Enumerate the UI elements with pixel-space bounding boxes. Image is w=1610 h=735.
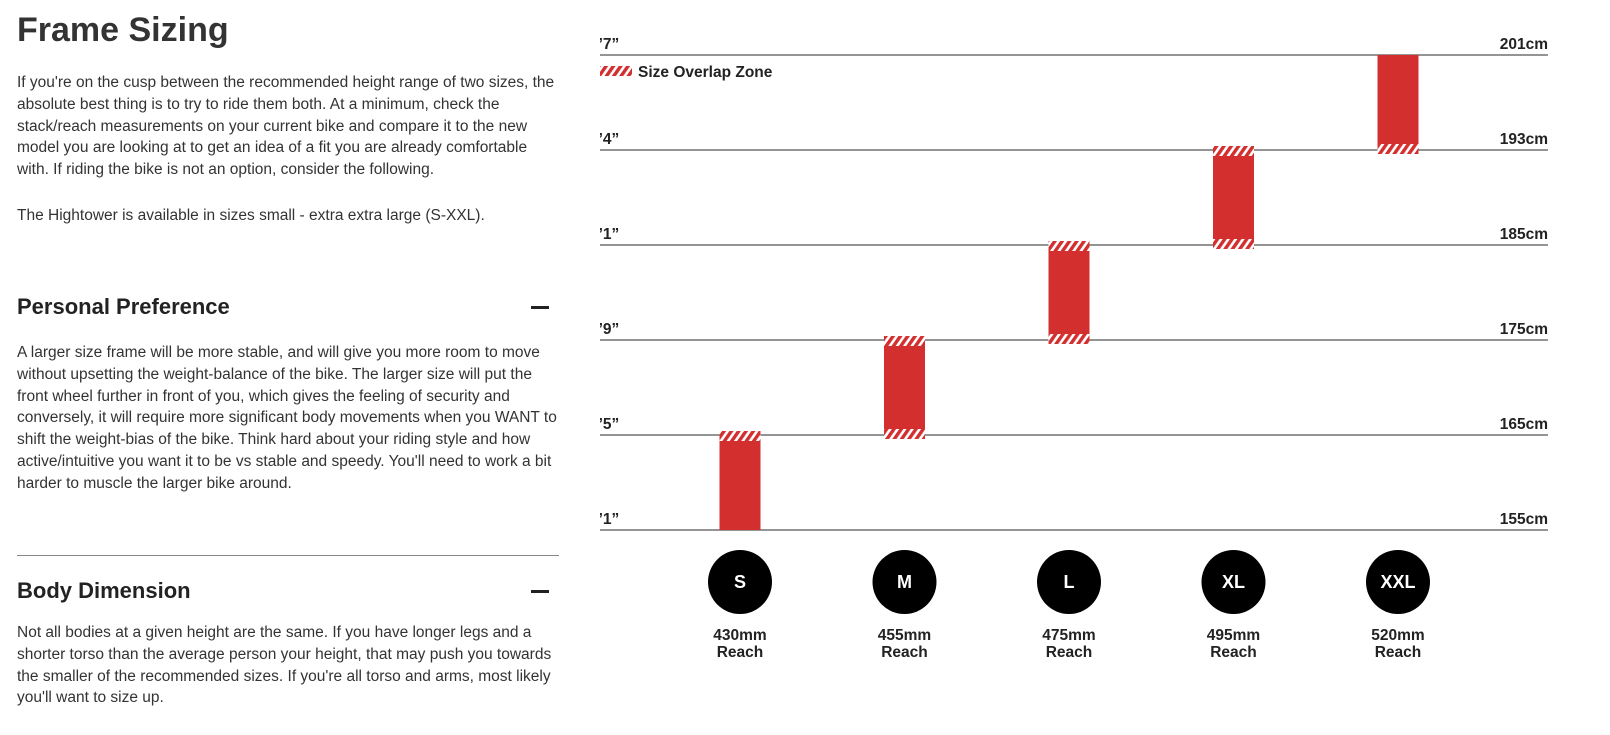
overlap-zone-bottom: [884, 429, 925, 439]
minus-icon[interactable]: [531, 305, 549, 309]
section-body: A larger size frame will be more stable,…: [17, 344, 557, 492]
size-range-bar: [884, 336, 925, 439]
section-header-body-dimension[interactable]: Body Dimension: [17, 574, 559, 608]
size-badge: [1201, 550, 1266, 614]
height-label-imperial: 6’4”: [600, 131, 619, 148]
height-label-metric: 201cm: [1500, 36, 1548, 53]
section-divider: [17, 555, 559, 556]
height-label-imperial: 5’5”: [600, 416, 619, 433]
overlap-zone-top: [1048, 241, 1090, 251]
size-badge-label: XXL: [1380, 572, 1415, 592]
reach-label: Reach: [717, 644, 764, 661]
height-label-metric: 193cm: [1500, 131, 1548, 148]
frame-size-chart: 6’7” 201cm 6’4” 193cm 6’1” 185cm 5’9” 175cm 5’5”…: [590, 30, 1600, 730]
section-title: Personal Preference: [17, 294, 230, 319]
section-header-personal-preference[interactable]: Personal Preference: [17, 290, 559, 324]
reach-label: Reach: [1046, 644, 1093, 661]
availability-note: The Hightower is available in sizes smal…: [17, 206, 485, 224]
height-label-metric: 175cm: [1500, 321, 1548, 338]
size-badge-label: S: [734, 572, 746, 592]
overlap-zone-top: [1213, 146, 1254, 156]
page-title: Frame Sizing: [17, 11, 229, 49]
height-label-metric: 185cm: [1500, 226, 1548, 243]
reach-value: 520mm: [1371, 627, 1424, 644]
section-body: Not all bodies at a given height are the…: [17, 624, 552, 707]
size-badge-label: XL: [1222, 572, 1245, 592]
height-label-metric: 165cm: [1500, 416, 1548, 433]
section-title: Body Dimension: [17, 578, 191, 603]
overlap-zone-bottom: [1048, 334, 1090, 344]
reach-value: 475mm: [1042, 627, 1095, 644]
intro-paragraph: If you're on the cusp between the recomm…: [17, 74, 555, 179]
size-range-bar: [1048, 241, 1090, 344]
size-range-bar: [1213, 146, 1254, 249]
overlap-zone-bottom: [1377, 144, 1419, 154]
height-label-metric: 155cm: [1500, 511, 1548, 528]
size-range-bar: [719, 431, 761, 530]
height-label-imperial: 5’9”: [600, 321, 619, 338]
reach-label: Reach: [1210, 644, 1257, 661]
overlap-zone-top: [884, 336, 925, 346]
reach-label: Reach: [1375, 644, 1422, 661]
size-badge: [1366, 550, 1430, 614]
size-badge-label: M: [897, 572, 912, 592]
size-range-bar: [1377, 55, 1419, 154]
legend-label: Size Overlap Zone: [638, 64, 773, 81]
overlap-zone-bottom: [1213, 239, 1254, 249]
left-panel: Frame Sizing If you're on the cusp betwe…: [17, 0, 559, 706]
size-badge: [708, 550, 772, 614]
height-label-imperial: 5’1”: [600, 511, 619, 528]
reach-label: Reach: [881, 644, 928, 661]
section-personal-preference: Personal Preference A larger size frame …: [17, 290, 559, 495]
size-badge-label: L: [1064, 572, 1075, 592]
height-label-imperial: 6’1”: [600, 226, 619, 243]
size-badge: [1037, 550, 1101, 614]
legend-swatch: [592, 66, 632, 76]
reach-value: 430mm: [713, 627, 766, 644]
overlap-zone-top: [719, 431, 761, 441]
chart-svg: 6’7” 201cm 6’4” 193cm 6’1” 185cm 5’9” 175cm 5’5”…: [590, 36, 1548, 661]
minus-icon[interactable]: [531, 589, 549, 593]
height-label-imperial: 6’7”: [600, 36, 619, 53]
reach-value: 495mm: [1207, 627, 1260, 644]
size-badge: [872, 550, 937, 614]
reach-value: 455mm: [878, 627, 931, 644]
section-body-dimension: Body Dimension Not all bodies at a given…: [17, 574, 559, 709]
